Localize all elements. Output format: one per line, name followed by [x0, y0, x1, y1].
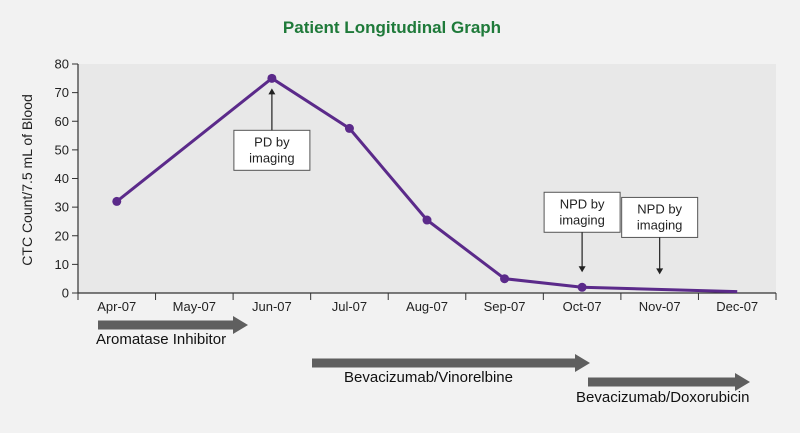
- therapy-arrow-head: [735, 373, 750, 391]
- annotation-text: NPD by: [637, 201, 682, 216]
- therapy-arrow: Bevacizumab/Vinorelbine: [312, 354, 590, 386]
- y-tick-label: 70: [55, 85, 69, 100]
- therapy-arrows: Aromatase Inhibitor Bevacizumab/Vinorelbi…: [96, 316, 750, 406]
- x-tick-label: Apr-07: [97, 299, 136, 314]
- therapy-arrow-head: [233, 316, 248, 334]
- annotation-box: [543, 191, 621, 233]
- therapy-arrow-shaft: [588, 377, 736, 387]
- data-point: [112, 196, 122, 206]
- annotation-arrowhead: [578, 266, 586, 273]
- y-tick-label: 60: [55, 114, 69, 129]
- y-ticks: 0 10 20 30 40 50 60 70 80: [55, 57, 78, 301]
- x-tick-label: Sep-07: [484, 299, 526, 314]
- y-axis-label: CTC Count/7.5 mL of Blood: [19, 94, 35, 265]
- annotation-box: [621, 196, 699, 238]
- therapy-label: Bevacizumab/Vinorelbine: [344, 369, 513, 386]
- therapy-arrow: Aromatase Inhibitor: [96, 316, 248, 348]
- therapy-label: Aromatase Inhibitor: [96, 331, 226, 348]
- x-tick-label: May-07: [173, 299, 216, 314]
- annotation-text: imaging: [637, 217, 683, 232]
- y-tick-label: 30: [55, 200, 69, 215]
- therapy-arrow: Bevacizumab/Doxorubicin: [576, 373, 750, 406]
- therapy-label: Bevacizumab/Doxorubicin: [576, 389, 749, 406]
- annotation-text: imaging: [559, 212, 605, 227]
- annotation-box: [233, 129, 311, 171]
- x-tick-label: Jun-07: [252, 299, 292, 314]
- therapy-arrow-shaft: [312, 358, 576, 368]
- x-tick-label: Aug-07: [406, 299, 448, 314]
- annotation-text: imaging: [249, 150, 295, 165]
- y-tick-label: 40: [55, 171, 69, 186]
- y-tick-label: 50: [55, 142, 69, 157]
- x-tick-label: Oct-07: [563, 299, 602, 314]
- y-tick-label: 0: [62, 286, 69, 301]
- plot-background: [78, 64, 776, 293]
- y-tick-label: 20: [55, 228, 69, 243]
- x-ticks: Apr-07 May-07 Jun-07 Jul-07 Aug-07 Sep-07 Oct-…: [77, 293, 777, 314]
- x-tick-label: Jul-07: [332, 299, 367, 314]
- therapy-arrow-shaft: [98, 320, 234, 330]
- y-tick-label: 80: [55, 57, 69, 72]
- annotation-text: NPD by: [560, 196, 605, 211]
- therapy-arrow-head: [575, 354, 590, 372]
- annotation-text: PD by: [254, 134, 290, 149]
- series-group: [112, 73, 738, 294]
- chart-title: Patient Longitudinal Graph: [283, 18, 501, 37]
- data-point: [422, 215, 432, 225]
- x-tick-label: Dec-07: [716, 299, 758, 314]
- data-point: [577, 282, 587, 292]
- data-point: [267, 73, 277, 83]
- y-tick-label: 10: [55, 257, 69, 272]
- x-tick-label: Nov-07: [639, 299, 681, 314]
- annotation-arrowhead: [268, 88, 276, 95]
- data-point: [344, 123, 354, 133]
- annotation-arrowhead: [656, 268, 664, 275]
- data-point: [500, 274, 510, 284]
